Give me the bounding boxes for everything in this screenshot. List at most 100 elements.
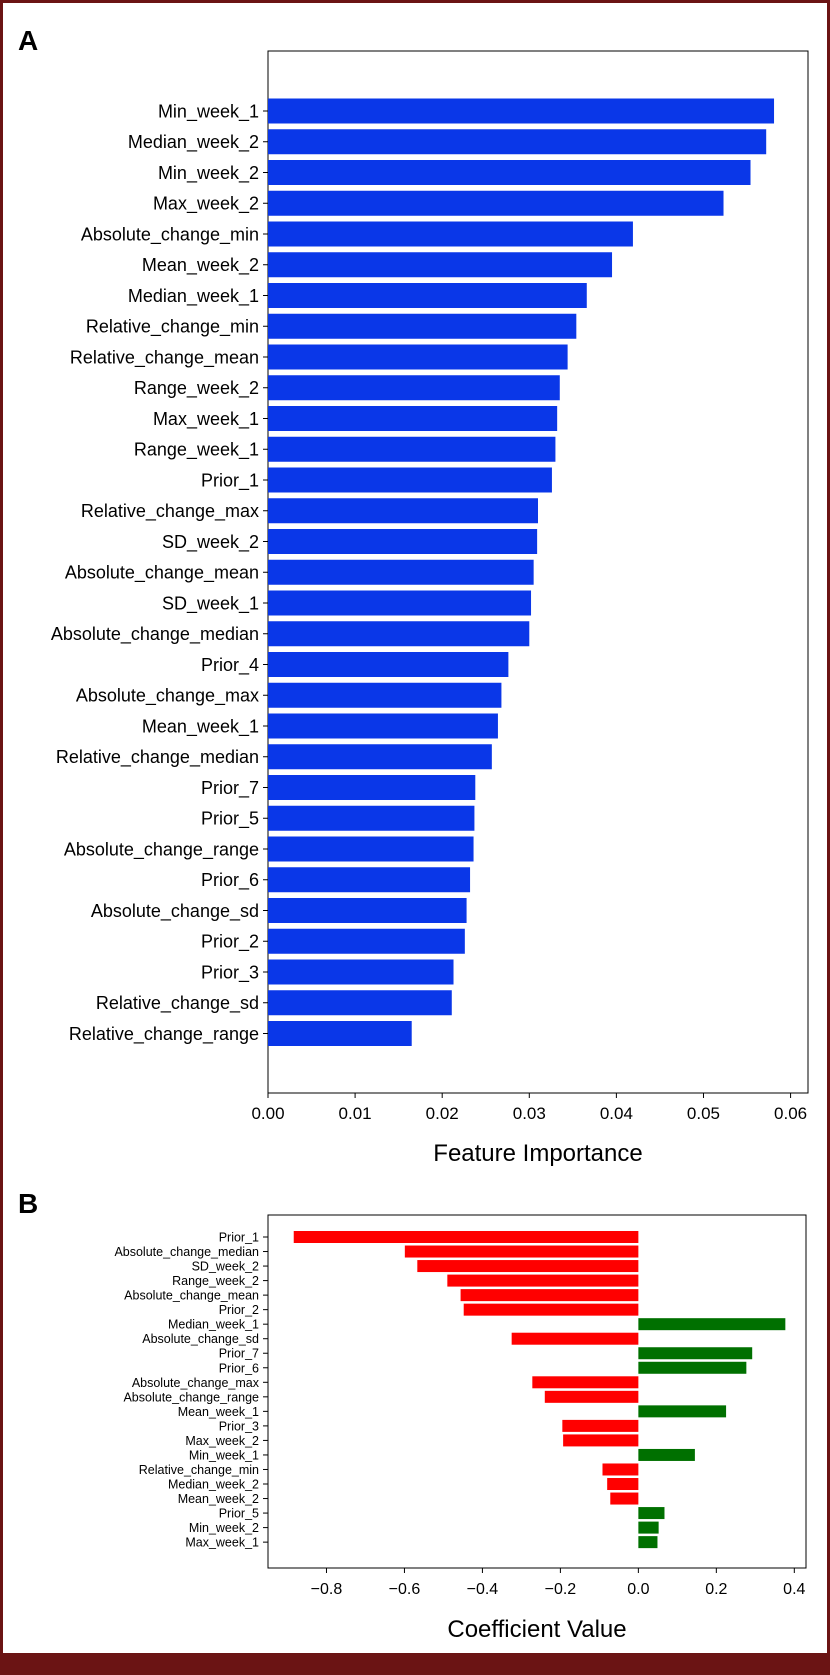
bar [268, 283, 587, 308]
bar [268, 498, 538, 524]
bar [268, 375, 560, 401]
category-label: Mean_week_1 [178, 1405, 259, 1419]
bar [268, 406, 558, 431]
category-label: SD_week_2 [192, 1260, 259, 1274]
category-label: Prior_2 [201, 932, 259, 953]
bar [268, 344, 568, 370]
category-label: Prior_3 [201, 962, 259, 983]
x-tick-label: 0.2 [705, 1581, 727, 1598]
category-label: SD_week_1 [162, 593, 259, 614]
bar [562, 1419, 639, 1432]
bar [268, 959, 454, 985]
category-label: Absolute_change_sd [142, 1332, 259, 1346]
bar [268, 682, 502, 708]
category-label: Prior_4 [201, 655, 259, 676]
bar [268, 805, 475, 831]
category-label: Max_week_2 [185, 1434, 259, 1448]
bar [268, 467, 552, 493]
category-label: Prior_2 [219, 1303, 259, 1317]
category-label: Mean_week_1 [142, 716, 259, 737]
x-tick-label: 0.03 [513, 1104, 546, 1123]
category-label: Prior_5 [219, 1507, 259, 1521]
bar [638, 1536, 658, 1549]
category-label: Prior_3 [219, 1419, 259, 1433]
bar [268, 928, 465, 954]
bar [563, 1434, 639, 1447]
bar [638, 1361, 747, 1374]
x-tick-label: 0.00 [251, 1104, 284, 1123]
x-tick-label: 0.02 [426, 1104, 459, 1123]
bar [268, 98, 775, 124]
category-label: SD_week_2 [162, 532, 259, 553]
bar [511, 1332, 639, 1345]
category-label: Absolute_change_min [81, 224, 259, 245]
bar [638, 1405, 727, 1418]
category-label: Absolute_change_sd [91, 901, 259, 922]
category-label: Range_week_2 [172, 1274, 259, 1288]
category-label: Min_week_1 [158, 101, 259, 122]
bar [268, 221, 633, 247]
bar [544, 1390, 639, 1403]
category-label: Relative_change_median [56, 747, 259, 768]
bar [268, 313, 577, 339]
category-label: Min_week_2 [158, 163, 259, 184]
bar [268, 1021, 412, 1046]
x-tick-label: −0.2 [545, 1581, 577, 1598]
bar [268, 590, 532, 616]
category-label: Prior_1 [219, 1231, 259, 1245]
bar [460, 1289, 639, 1302]
bar [638, 1347, 753, 1360]
bar [268, 990, 452, 1016]
category-label: Range_week_2 [134, 378, 259, 399]
bar [532, 1376, 639, 1389]
category-label: Relative_change_mean [70, 347, 259, 368]
x-axis-title: Feature Importance [433, 1140, 642, 1167]
x-tick-label: 0.05 [687, 1104, 720, 1123]
category-label: Max_week_1 [185, 1536, 259, 1550]
panel-label-a: A [18, 25, 38, 56]
category-label: Prior_6 [219, 1361, 259, 1375]
category-label: Median_week_2 [128, 132, 259, 153]
category-label: Absolute_change_max [132, 1376, 260, 1390]
category-label: Relative_change_min [139, 1463, 259, 1477]
category-label: Min_week_1 [189, 1448, 259, 1462]
bar [610, 1492, 639, 1505]
x-tick-label: −0.4 [467, 1581, 499, 1598]
bar [268, 867, 471, 893]
category-label: Median_week_2 [168, 1478, 259, 1492]
bar [417, 1260, 639, 1273]
bar [463, 1303, 639, 1316]
category-label: Absolute_change_range [64, 839, 259, 860]
category-label: Prior_5 [201, 809, 259, 830]
footer-bar [0, 1653, 830, 1675]
bar [268, 744, 492, 770]
x-tick-label: 0.04 [600, 1104, 633, 1123]
category-label: Prior_1 [201, 470, 259, 491]
plot-frame [267, 1214, 807, 1569]
bar [293, 1231, 639, 1243]
figure-canvas: A Min_week_1 Median_week_2 Min_week_2 Max_w… [18, 25, 809, 1643]
category-label: Absolute_change_mean [124, 1289, 259, 1303]
category-label: Relative_change_sd [96, 993, 259, 1014]
importance-chart: Min_week_1 Median_week_2 Min_week_2 Max_wee… [51, 50, 809, 1167]
x-tick-label: 0.06 [774, 1104, 807, 1123]
category-label: Absolute_change_range [123, 1390, 259, 1404]
bar [268, 621, 530, 647]
category-label: Relative_change_min [86, 317, 259, 338]
bar [602, 1463, 639, 1476]
x-tick-label: −0.8 [311, 1581, 343, 1598]
bar [638, 1318, 786, 1331]
bar [268, 190, 724, 216]
category-label: Median_week_1 [128, 286, 259, 307]
bar [638, 1448, 695, 1461]
category-label: Median_week_1 [168, 1318, 259, 1332]
bar [268, 160, 751, 185]
bar [268, 129, 767, 155]
category-label: Prior_6 [201, 870, 259, 891]
bar [268, 898, 467, 923]
x-tick-label: −0.6 [389, 1581, 421, 1598]
bar [268, 252, 613, 278]
category-label: Absolute_change_median [51, 624, 259, 645]
category-label: Max_week_1 [153, 409, 259, 430]
category-label: Absolute_change_median [114, 1245, 259, 1259]
